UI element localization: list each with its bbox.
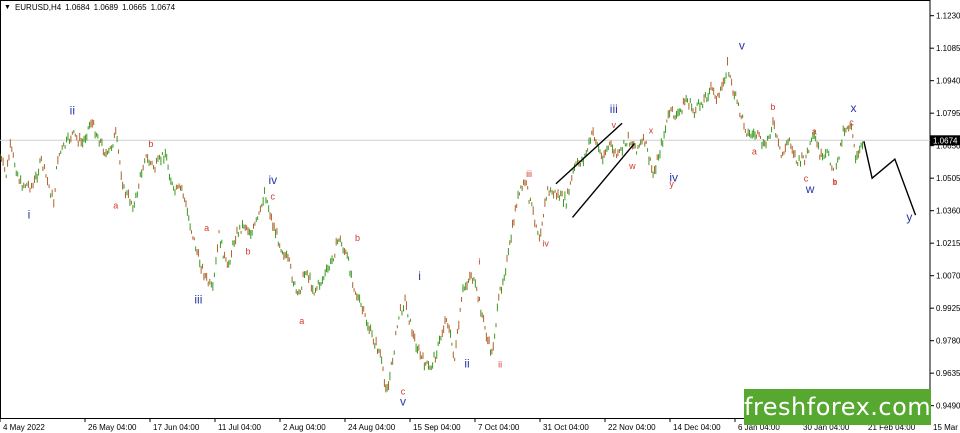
- y-tick-label: 1.0505: [936, 174, 960, 183]
- wave-label-minor: a: [204, 223, 209, 233]
- y-tick-label: 1.1230: [936, 12, 960, 21]
- ohlc-open: 1.0684: [65, 3, 90, 12]
- wave-label-minor: c: [271, 191, 276, 201]
- wave-label-major: i: [418, 269, 421, 283]
- wave-label-major: v: [739, 38, 745, 52]
- wedge-line: [571, 142, 636, 218]
- x-tick-label: 7 Oct 04:00: [478, 423, 520, 432]
- symbol-header: ▼ EURUSD,H4 1.0684 1.0689 1.0665 1.0674: [4, 3, 175, 12]
- y-tick-label: 0.9635: [936, 369, 960, 378]
- wave-label-minor: v: [612, 120, 617, 130]
- y-tick-label: 0.9925: [936, 304, 960, 313]
- x-tick-label: 15 Mar 04:00: [933, 423, 960, 432]
- wave-label-minor: iii: [526, 169, 532, 179]
- wave-label-minor: ii: [498, 360, 502, 370]
- forecast-path: [863, 141, 917, 216]
- plot-frame: [0, 0, 931, 419]
- wave-label-minor: iv: [542, 239, 549, 249]
- y-tick-label: 1.0940: [936, 77, 960, 86]
- x-tick-label: 17 Jun 04:00: [153, 423, 200, 432]
- x-tick-label: 14 Dec 04:00: [673, 423, 721, 432]
- wave-label-minor: b: [355, 233, 360, 243]
- current-price-label: 1.0674: [933, 136, 958, 145]
- y-tick-label: 1.0650: [936, 142, 960, 151]
- wave-label-major: y: [906, 210, 912, 224]
- wave-label-minor: x: [649, 125, 654, 135]
- wave-label-minor: b: [148, 139, 153, 149]
- wave-label-minor: b: [770, 102, 775, 112]
- wave-label-major: iii: [194, 293, 202, 307]
- wave-label-minor: w: [628, 161, 636, 171]
- wave-label-major: x: [851, 101, 857, 115]
- y-tick-label: 0.9490: [936, 402, 960, 411]
- x-tick-label: 24 Aug 04:00: [348, 423, 396, 432]
- ohlc-close: 1.0674: [150, 3, 176, 12]
- x-tick-label: 21 Feb 04:00: [868, 423, 916, 432]
- y-tick-label: 1.0795: [936, 109, 960, 118]
- y-tick-label: 1.0070: [936, 272, 960, 281]
- wave-label-major: iii: [610, 102, 618, 116]
- wave-label-major: iv: [268, 173, 277, 187]
- wave-label-major: v: [400, 395, 406, 409]
- y-tick-label: 1.1085: [936, 44, 960, 53]
- x-tick-label: 11 Jul 04:00: [218, 423, 262, 432]
- ohlc-low: 1.0665: [122, 3, 147, 12]
- wave-label-minor: a: [113, 200, 118, 210]
- wave-label-major: i: [28, 208, 31, 222]
- wave-label-minor: a: [752, 147, 757, 157]
- wave-label-minor: c: [849, 118, 854, 128]
- current-price-box: [930, 135, 960, 146]
- wave-label-major: iv: [669, 171, 678, 185]
- wave-label-minor: y: [669, 179, 674, 189]
- wave-label-minor: a: [299, 316, 304, 326]
- price-bars: [0, 56, 863, 393]
- y-tick-label: 0.9780: [936, 337, 960, 346]
- wave-label-minor: b: [832, 177, 837, 187]
- x-tick-label: 30 Jan 04:00: [803, 423, 850, 432]
- wedge-line: [555, 122, 623, 185]
- x-tick-label: 2 Aug 04:00: [283, 423, 326, 432]
- dropdown-caret-icon[interactable]: ▼: [4, 4, 11, 11]
- x-tick-label: 4 May 2022: [3, 423, 45, 432]
- x-tick-label: 31 Oct 04:00: [543, 423, 589, 432]
- wave-label-major: ii: [70, 103, 75, 117]
- wave-label-major: w: [805, 182, 815, 196]
- x-tick-label: 26 May 04:00: [88, 423, 137, 432]
- y-tick-label: 1.0215: [936, 239, 960, 248]
- ohlc-high: 1.0689: [93, 3, 119, 12]
- wave-label-minor: c: [804, 174, 809, 184]
- x-tick-label: 22 Nov 04:00: [608, 423, 656, 432]
- wave-label-minor: a: [812, 126, 817, 136]
- wave-label-major: ii: [464, 357, 469, 371]
- wave-label-minor: c: [401, 386, 406, 396]
- x-tick-label: 6 Jan 04:00: [738, 423, 780, 432]
- symbol-label: EURUSD,H4: [14, 3, 62, 12]
- freshforex-watermark: freshforex.com: [744, 389, 931, 425]
- wave-label-minor: b: [245, 246, 250, 256]
- y-tick-label: 1.0360: [936, 207, 960, 216]
- x-tick-label: 15 Sep 04:00: [413, 423, 461, 432]
- wave-label-minor: i: [478, 256, 480, 266]
